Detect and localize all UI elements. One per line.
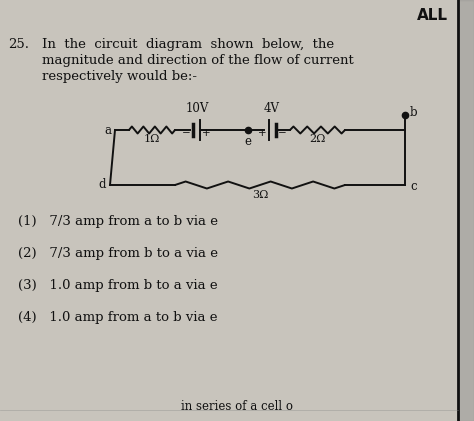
Text: magnitude and direction of the flow of current: magnitude and direction of the flow of c… (42, 54, 354, 67)
Text: In  the  circuit  diagram  shown  below,  the: In the circuit diagram shown below, the (42, 38, 334, 51)
Text: in series of a cell o: in series of a cell o (181, 400, 293, 413)
Text: (2)   7/3 amp from b to a via e: (2) 7/3 amp from b to a via e (18, 247, 218, 260)
Text: ALL: ALL (417, 8, 448, 23)
Text: +: + (258, 128, 267, 138)
Text: (4)   1.0 amp from a to b via e: (4) 1.0 amp from a to b via e (18, 311, 218, 324)
Text: −: − (278, 128, 287, 138)
Text: +: + (202, 128, 210, 138)
Text: 4V: 4V (264, 102, 280, 115)
Text: −: − (182, 128, 191, 138)
Text: 2Ω: 2Ω (310, 134, 326, 144)
Text: b: b (410, 107, 418, 120)
Text: 25.: 25. (8, 38, 29, 51)
Text: respectively would be:-: respectively would be:- (42, 70, 197, 83)
Text: 10V: 10V (185, 102, 209, 115)
Text: 1Ω: 1Ω (144, 134, 160, 144)
Text: (1)   7/3 amp from a to b via e: (1) 7/3 amp from a to b via e (18, 215, 218, 228)
Text: 3Ω: 3Ω (252, 190, 268, 200)
Text: e: e (245, 135, 252, 148)
Text: d: d (99, 179, 106, 192)
Text: (3)   1.0 amp from b to a via e: (3) 1.0 amp from b to a via e (18, 279, 218, 292)
Text: c: c (410, 181, 417, 194)
Text: a: a (104, 123, 111, 136)
